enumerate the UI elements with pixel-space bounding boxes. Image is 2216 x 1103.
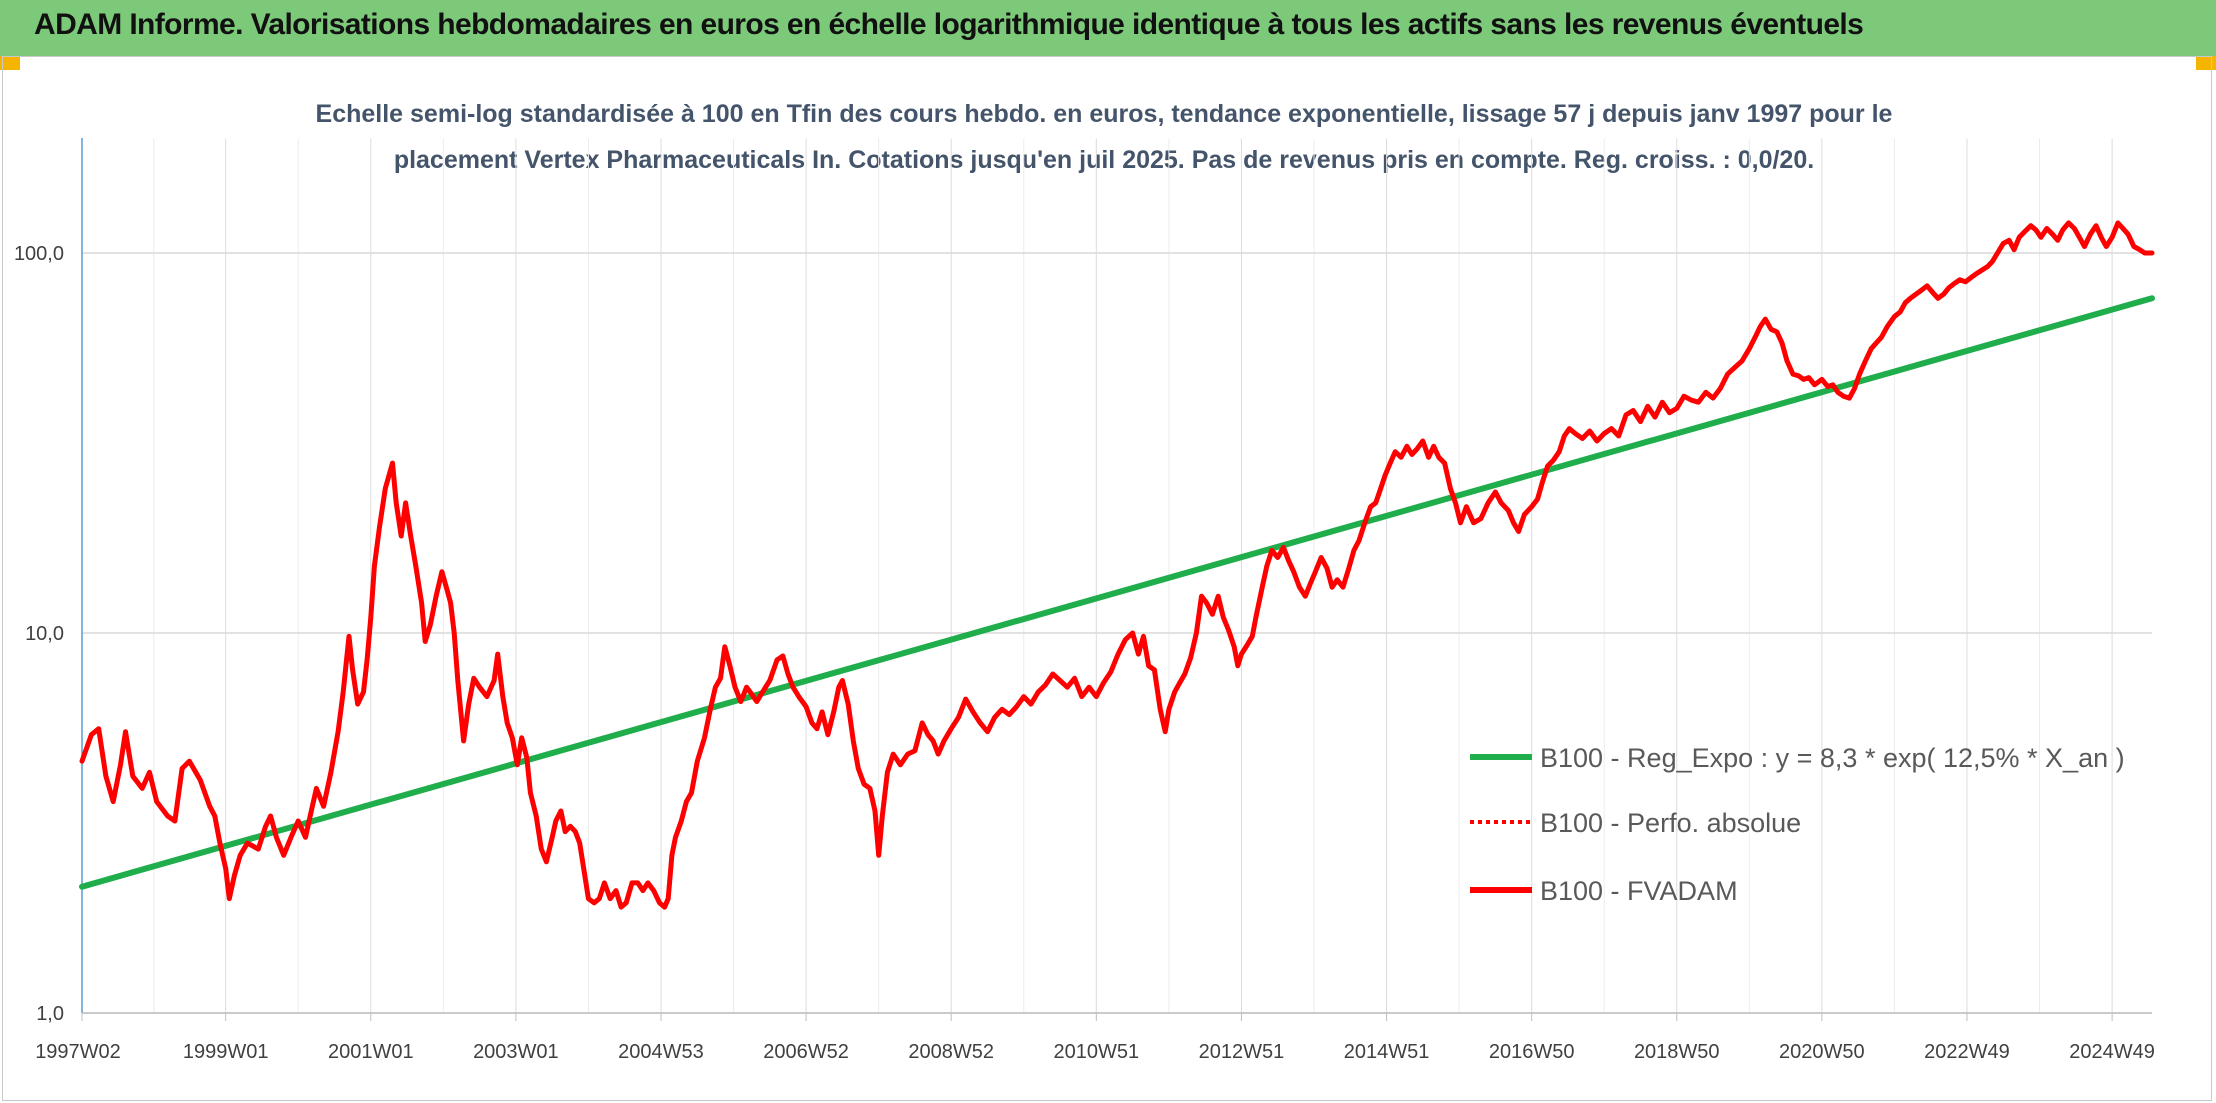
x-tick-label: 1999W01	[183, 1041, 269, 1063]
x-tick-label: 1997W02	[35, 1041, 121, 1063]
grid	[81, 138, 2152, 1014]
legend-regression-label: B100 - Reg_Expo : y = 8,3 * exp( 12,5% *…	[1540, 743, 2125, 773]
report-title: ADAM Informe. Valorisations hebdomadaire…	[34, 8, 1864, 41]
x-tick-label: 2018W50	[1634, 1041, 1720, 1063]
regression-series-line	[79, 295, 2155, 890]
x-tick-label: 2008W52	[908, 1041, 994, 1063]
x-tick-label: 2003W01	[473, 1041, 559, 1063]
chart-frame	[2, 56, 2212, 1101]
x-tick-label: 2024W49	[2069, 1041, 2155, 1063]
y-tick-label: 1,0	[36, 1003, 64, 1025]
y-tick-label: 10,0	[25, 623, 64, 645]
header-bar: ADAM Informe. Valorisations hebdomadaire…	[0, 0, 2216, 56]
legend: B100 - Reg_Expo : y = 8,3 * exp( 12,5% *…	[1470, 743, 2125, 906]
x-tick-label: 2012W51	[1199, 1041, 1285, 1063]
y-tick-label: 100,0	[14, 243, 64, 265]
series	[79, 220, 2155, 910]
chart-title-line-1: Echelle semi-log standardisée à 100 en T…	[316, 100, 1893, 128]
axes: 1,0 10,0 100,0 1997W02 1999W01 2001W01 2003W01…	[14, 138, 2155, 1063]
legend-fvadam-label: B100 - FVADAM	[1540, 876, 1738, 906]
chart-title-line-2: placement Vertex Pharmaceuticals In. Cot…	[394, 146, 1814, 174]
x-tick-label: 2006W52	[763, 1041, 849, 1063]
x-tick-label: 2014W51	[1344, 1041, 1430, 1063]
x-tick-label: 2001W01	[328, 1041, 414, 1063]
fvadam-series-line	[79, 220, 2155, 910]
corner-marker-left	[0, 56, 20, 70]
x-tick-label: 2022W49	[1924, 1041, 2010, 1063]
x-tick-label: 2020W50	[1779, 1041, 1865, 1063]
x-tick-label: 2010W51	[1054, 1041, 1140, 1063]
x-tick-label: 2004W53	[618, 1041, 704, 1063]
legend-perfo-absolue-label: B100 - Perfo. absolue	[1540, 808, 1801, 838]
x-tick-label: 2016W50	[1489, 1041, 1575, 1063]
